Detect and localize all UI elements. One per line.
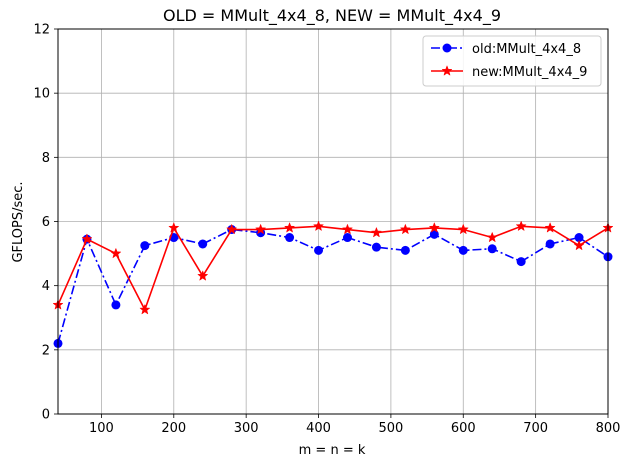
- series-1-point: [487, 244, 497, 254]
- series-2-point: [544, 222, 556, 233]
- y-tick-label: 10: [33, 87, 50, 102]
- y-tick-label: 12: [33, 23, 50, 38]
- y-tick-label: 8: [42, 151, 50, 166]
- series-1-point: [314, 245, 324, 255]
- x-tick-label: 500: [378, 421, 403, 436]
- series-1-point: [342, 233, 352, 243]
- legend-label-2: new:MMult_4x4_9: [472, 65, 587, 80]
- series-2-point: [341, 223, 354, 235]
- legend-box: [422, 35, 602, 87]
- axes: 100 200 300 400 500 600 700 800 0 2 4 6 8 10 12: [33, 23, 620, 437]
- series-2-point: [573, 239, 585, 251]
- series-1-line: [57, 228, 609, 344]
- x-tick-label: 600: [451, 421, 476, 436]
- series-layer: [52, 220, 614, 348]
- series-2-point: [283, 222, 296, 233]
- series-2-point: [486, 231, 498, 243]
- legend-marker-1: [442, 43, 452, 53]
- series-2-point: [168, 222, 180, 233]
- series-2-point: [457, 223, 469, 235]
- y-tick-label: 0: [42, 408, 50, 423]
- x-axis-label: m = n = k: [299, 443, 366, 458]
- series-2-point: [255, 223, 267, 235]
- x-tick-label: 700: [523, 421, 548, 436]
- series-1-point: [198, 239, 208, 249]
- series-2-point: [139, 303, 151, 315]
- series-2-point: [226, 223, 238, 235]
- series-2-line: [57, 225, 609, 311]
- series-1-point: [371, 242, 381, 252]
- series-1-point: [516, 257, 526, 267]
- x-tick-label: 800: [596, 421, 621, 436]
- series-2-point: [515, 220, 527, 232]
- y-tick-label: 6: [42, 215, 50, 230]
- legend: old:MMult_4x4_8 new:MMult_4x4_9: [422, 35, 602, 87]
- chart-title: OLD = MMult_4x4_8, NEW = MMult_4x4_9: [163, 6, 501, 26]
- legend-marker-2: [441, 65, 453, 76]
- series-1: [53, 225, 613, 348]
- series-2-point: [399, 223, 411, 235]
- legend-label-1: old:MMult_4x4_8: [472, 42, 581, 57]
- series-2-point: [428, 222, 440, 233]
- series-2-point: [197, 270, 209, 281]
- series-1-point: [285, 233, 295, 243]
- series-2-point: [110, 247, 122, 259]
- series-1-point: [458, 245, 468, 255]
- series-2-point: [370, 226, 383, 238]
- x-tick-label: 400: [306, 421, 331, 436]
- series-1-point: [574, 233, 584, 243]
- series-1-point: [545, 239, 555, 249]
- series-2-point: [312, 220, 325, 232]
- series-1-point: [140, 241, 150, 251]
- x-tick-label: 300: [234, 421, 259, 436]
- series-1-point: [400, 245, 410, 255]
- series-2-point: [81, 233, 93, 244]
- x-tick-label: 200: [161, 421, 186, 436]
- y-tick-label: 2: [42, 343, 50, 358]
- series-1-point: [111, 300, 121, 310]
- y-axis-label: GFLOPS/sec.: [11, 181, 26, 262]
- y-tick-label: 4: [42, 279, 50, 294]
- series-1-point: [429, 229, 439, 239]
- x-tick-label: 100: [89, 421, 114, 436]
